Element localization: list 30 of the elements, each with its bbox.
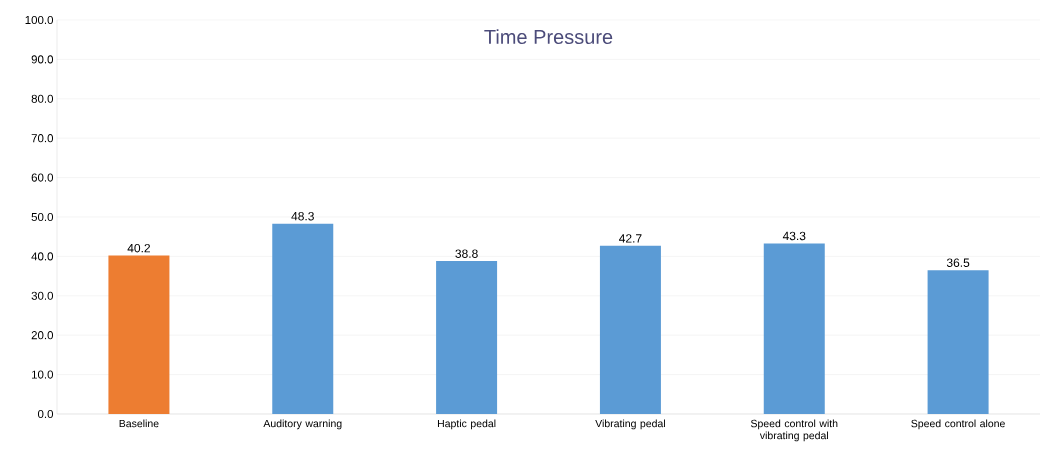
data-label: 38.8 <box>455 249 478 258</box>
x-tick-label: Speed control alone <box>911 419 1005 430</box>
bar <box>108 255 170 414</box>
data-label: 43.3 <box>782 231 806 241</box>
y-tick-label: 100.0 <box>25 15 54 25</box>
bar <box>599 245 661 414</box>
y-tick-label: 60.0 <box>31 173 54 182</box>
bar <box>763 243 825 414</box>
y-tick-label: 30.0 <box>31 291 54 300</box>
x-tick-label: Baseline <box>119 419 159 428</box>
bar <box>436 261 498 414</box>
y-tick-label: 90.0 <box>31 55 54 64</box>
chart-title: Time Pressure <box>484 29 613 45</box>
x-tick-label: Auditory warning <box>263 419 342 430</box>
data-label: 36.5 <box>946 258 970 267</box>
y-tick-label: 10.0 <box>31 370 54 379</box>
bar <box>927 270 989 414</box>
y-tick-label: 80.0 <box>31 94 54 103</box>
y-tick-label: 20.0 <box>31 331 54 340</box>
data-label: 42.7 <box>619 234 642 243</box>
y-tick-label: 0.0 <box>37 409 54 419</box>
y-tick-label: 40.0 <box>31 252 54 261</box>
y-tick-label: 70.0 <box>31 134 54 143</box>
x-tick-label: Haptic pedal <box>437 419 496 430</box>
y-tick-label: 50.0 <box>31 212 54 222</box>
bar <box>272 223 334 414</box>
x-tick-label: Vibrating pedal <box>595 419 665 430</box>
data-label: 40.2 <box>127 243 151 253</box>
x-tick-label: Speed control with vibrating pedal <box>750 419 838 442</box>
data-label: 48.3 <box>291 211 314 221</box>
